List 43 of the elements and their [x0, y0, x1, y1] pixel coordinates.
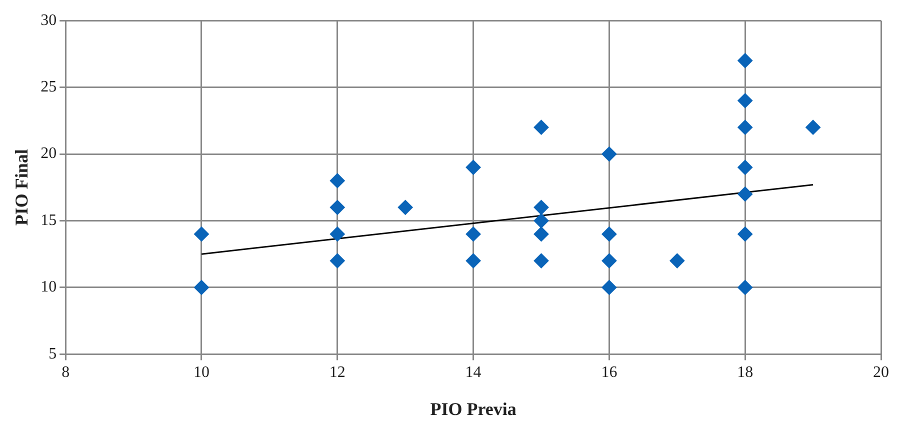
point — [534, 253, 549, 268]
point — [602, 253, 617, 268]
x-tick-label: 16 — [601, 364, 618, 382]
y-tick-label: 30 — [40, 12, 57, 29]
point — [806, 120, 821, 135]
x-tick-label: 8 — [62, 364, 70, 382]
point — [194, 280, 209, 295]
point — [466, 226, 481, 242]
point — [738, 93, 753, 108]
point — [330, 200, 345, 215]
point — [330, 253, 345, 268]
x-tick-label: 10 — [194, 364, 210, 382]
point — [738, 53, 753, 68]
x-tick-label: 12 — [329, 364, 346, 382]
point — [398, 200, 413, 215]
x-axis-title: PIO Previa — [430, 398, 516, 419]
point — [738, 280, 753, 295]
point — [670, 253, 685, 268]
y-tick-label: 5 — [48, 345, 57, 362]
point — [738, 120, 753, 135]
y-axis-title: PIO Final — [11, 149, 32, 226]
point — [602, 226, 617, 242]
x-tick-label: 18 — [737, 364, 754, 382]
point — [194, 226, 209, 242]
x-tick-label: 20 — [873, 364, 889, 382]
point — [738, 226, 753, 242]
y-tick-label: 15 — [40, 212, 57, 229]
point — [466, 160, 481, 175]
point — [602, 146, 617, 162]
point — [534, 226, 549, 242]
point — [466, 253, 481, 268]
point — [534, 120, 549, 135]
y-tick-label: 20 — [40, 145, 57, 162]
x-tick-label: 14 — [465, 364, 482, 382]
point — [534, 213, 549, 228]
point — [330, 173, 345, 188]
point — [738, 186, 753, 202]
y-tick-label: 10 — [40, 278, 57, 296]
point — [738, 160, 753, 175]
y-tick-label: 25 — [40, 78, 57, 96]
point — [602, 280, 617, 295]
point — [330, 226, 345, 242]
point — [534, 200, 549, 215]
